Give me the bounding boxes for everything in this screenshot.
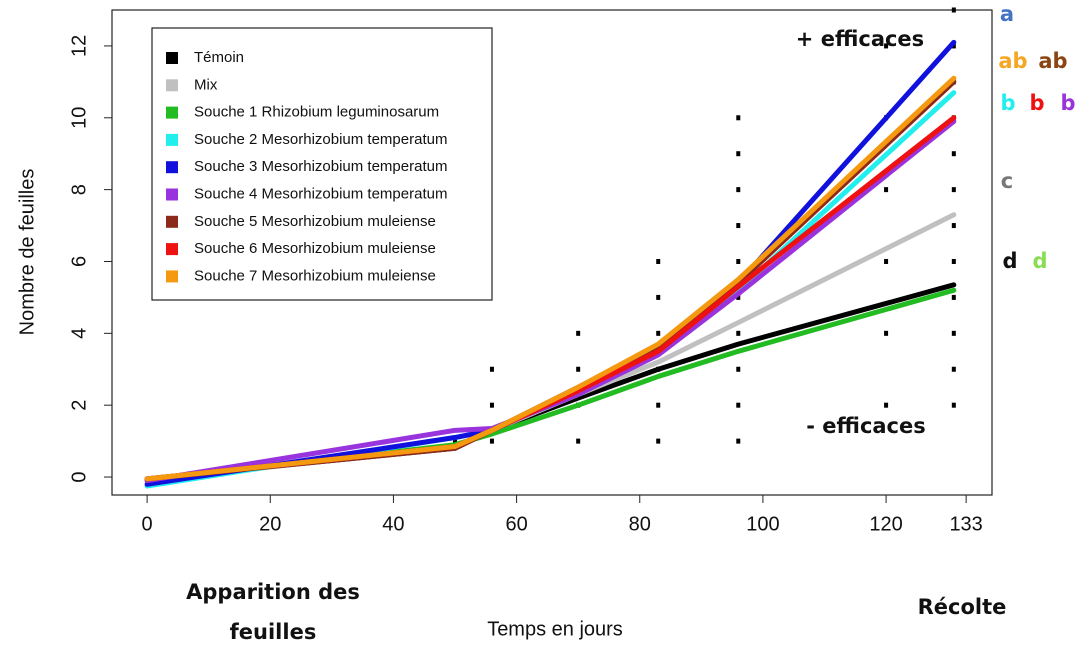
observation-point <box>736 330 741 336</box>
observation-point <box>951 294 956 300</box>
legend-swatch <box>166 79 178 92</box>
observation-point <box>736 187 741 193</box>
series-line <box>144 118 957 484</box>
annotation: ab <box>998 49 1027 73</box>
observation-point <box>489 402 494 408</box>
annotation: Récolte <box>918 595 1007 619</box>
y-axis-label: Nombre de feuilles <box>16 169 38 336</box>
observation-point <box>656 402 661 408</box>
series-line <box>144 282 957 482</box>
observation-point <box>453 438 458 444</box>
y-tick-label: 4 <box>68 328 90 339</box>
annotation: c <box>1001 169 1013 193</box>
legend-label: Souche 1 Rhizobium leguminosarum <box>194 104 439 121</box>
y-tick-label: 0 <box>68 471 90 482</box>
legend-label: Souche 5 Mesorhizobium muleiense <box>194 213 436 230</box>
observation-point <box>576 366 581 372</box>
annotation: b <box>1060 91 1075 115</box>
annotation: d <box>1032 249 1047 273</box>
legend-box <box>151 27 493 301</box>
x-tick-label: 40 <box>382 513 404 535</box>
series-line <box>144 75 957 482</box>
y-tick-label: 2 <box>68 400 90 411</box>
observation-point <box>576 330 581 336</box>
legend-label: Témoin <box>194 49 244 66</box>
y-tick-label: 10 <box>68 107 90 129</box>
legend-label: Souche 6 Mesorhizobium muleiense <box>194 240 436 257</box>
observation-point <box>656 438 661 444</box>
y-tick-label: 12 <box>68 35 90 57</box>
observation-point <box>656 258 661 264</box>
x-tick-label: 133 <box>949 513 982 535</box>
x-tick-label: 100 <box>746 513 779 535</box>
legend-swatch <box>166 188 178 201</box>
observation-point <box>736 151 741 157</box>
legend-label: Mix <box>194 76 218 93</box>
legend-swatch <box>166 215 178 228</box>
x-tick-label: 120 <box>869 513 902 535</box>
legend-swatch <box>166 161 178 174</box>
annotation: b <box>1029 91 1044 115</box>
x-tick-label: 60 <box>505 513 527 535</box>
observation-point <box>951 258 956 264</box>
legend-swatch <box>166 106 178 119</box>
observation-point <box>489 366 494 372</box>
annotation: - efficaces <box>806 414 926 438</box>
annotation: ab <box>1038 49 1067 73</box>
y-tick-label: 8 <box>68 184 90 195</box>
x-tick-label: 80 <box>629 513 651 535</box>
observation-point <box>576 438 581 444</box>
observation-point <box>736 294 741 300</box>
x-axis-label: Temps en jours <box>487 618 623 640</box>
observation-point <box>656 294 661 300</box>
observation-point <box>884 330 889 336</box>
annotation: a <box>1000 2 1014 26</box>
annotation: b <box>1000 91 1015 115</box>
observation-point <box>656 330 661 336</box>
legend-label: Souche 4 Mesorhizobium temperatum <box>194 185 447 202</box>
legend-swatch <box>166 243 178 256</box>
observation-point <box>884 43 889 49</box>
legend-swatch <box>166 270 178 283</box>
observation-point <box>951 366 956 372</box>
annotation: d <box>1002 249 1017 273</box>
annotation: + efficaces <box>796 27 924 51</box>
observation-point <box>489 438 494 444</box>
observation-point <box>884 187 889 193</box>
legend-label: Souche 7 Mesorhizobium muleiense <box>194 267 436 284</box>
observation-point <box>736 366 741 372</box>
observation-point <box>951 151 956 157</box>
observation-point <box>736 402 741 408</box>
observation-point <box>884 258 889 264</box>
plot-frame <box>111 9 993 496</box>
observation-point <box>736 223 741 229</box>
observation-point <box>951 330 956 336</box>
legend-label: Souche 3 Mesorhizobium temperatum <box>194 158 447 175</box>
observation-point <box>951 402 956 408</box>
x-tick-label: 0 <box>142 513 153 535</box>
annotation: feuilles <box>230 620 317 644</box>
legend-swatch <box>166 133 178 146</box>
observation-point <box>951 223 956 229</box>
observation-point <box>736 438 741 444</box>
observation-point <box>951 187 956 193</box>
observation-point <box>884 402 889 408</box>
observation-point <box>736 258 741 264</box>
legend-label: Souche 2 Mesorhizobium temperatum <box>194 131 447 148</box>
annotation: Apparition des <box>186 580 360 604</box>
x-tick-label: 20 <box>259 513 281 535</box>
observation-point <box>736 115 741 121</box>
observation-point <box>951 7 956 13</box>
y-tick-label: 6 <box>68 256 90 267</box>
legend-swatch <box>166 52 178 64</box>
